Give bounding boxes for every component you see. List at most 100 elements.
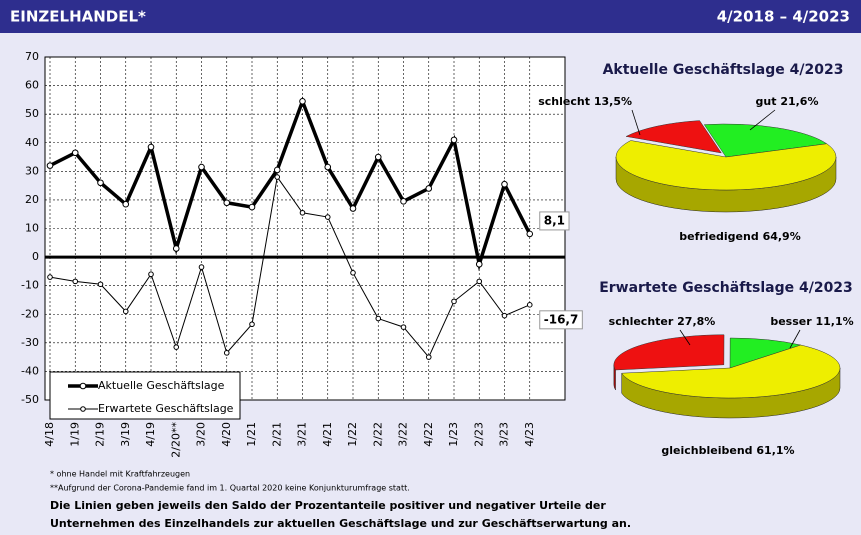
x-tick-label: 2/22 — [371, 422, 384, 447]
footnote: * ohne Handel mit Kraftfahrzeugen — [50, 470, 190, 479]
data-point — [501, 180, 508, 188]
legend-marker — [79, 382, 87, 390]
pie-slice — [729, 337, 802, 369]
data-point — [425, 185, 433, 192]
data-point — [425, 354, 432, 360]
y-tick-label: 70 — [25, 50, 39, 63]
data-point — [450, 136, 458, 144]
series-line — [49, 96, 532, 272]
data-point — [72, 278, 79, 285]
x-tick-label: 3/23 — [498, 422, 511, 447]
data-point — [173, 344, 180, 350]
pie-label: schlecht 13,5% — [538, 95, 632, 108]
pie-slice — [613, 334, 725, 371]
legend-label: Erwartete Geschäftslage — [98, 402, 234, 415]
data-point — [273, 166, 281, 174]
data-point — [249, 321, 255, 328]
y-tick-label: 0 — [32, 250, 39, 263]
pie-category: befriedigend — [679, 230, 758, 243]
x-tick-label: 3/20 — [195, 422, 208, 447]
y-tick-label: -20 — [21, 307, 39, 320]
data-point — [274, 174, 281, 180]
x-tick-label: 3/21 — [296, 422, 309, 447]
data-point — [223, 199, 231, 207]
pie-label: schlechter 27,8% — [609, 315, 716, 328]
pie-category: schlechter — [609, 315, 674, 328]
data-point — [400, 324, 407, 330]
data-point — [147, 143, 155, 151]
data-point — [97, 179, 104, 187]
data-point — [324, 214, 331, 220]
pie-value-label: 21,6% — [780, 95, 818, 108]
data-point — [349, 205, 357, 212]
caption: Die Linien geben jeweils den Saldo der P… — [50, 499, 606, 512]
pie-category: besser — [770, 315, 812, 328]
leader-line — [789, 329, 801, 349]
series-line — [49, 175, 530, 359]
charts: -50 -40 -30 -20 -10 0 10 20 30 40 50 60 70 4/18 1/19 2/… — [21, 50, 854, 458]
data-point — [97, 281, 104, 288]
footnote: **Aufgrund der Corona-Pandemie fand im 1… — [50, 484, 410, 493]
data-point — [526, 302, 533, 308]
value-label-box — [539, 310, 583, 330]
data-point — [198, 163, 205, 171]
data-point — [350, 270, 356, 276]
data-point — [148, 271, 154, 278]
x-tick-label: 4/18 — [43, 422, 56, 447]
leader-line — [679, 329, 691, 346]
pie-label: gleichbleibend 61,1% — [661, 444, 794, 457]
pie-category: gut — [756, 95, 777, 108]
y-tick-label: -40 — [21, 364, 39, 377]
pie-label: gut 21,6% — [756, 95, 819, 108]
value-label: -16,7 — [544, 312, 579, 326]
pie-label: befriedigend 64,9% — [679, 230, 800, 243]
data-point — [526, 230, 534, 238]
data-point — [475, 260, 483, 268]
pie-title: Erwartete Geschäftslage 4/2023 — [599, 280, 853, 296]
x-tick-label: 2/20** — [169, 422, 182, 458]
pie-value-label: 61,1% — [756, 444, 794, 457]
pie-value-label: 64,9% — [763, 230, 801, 243]
data-point — [324, 163, 332, 171]
legend-label: Aktuelle Geschäftslage — [98, 379, 225, 392]
y-tick-label: 10 — [25, 222, 39, 235]
leader-line — [631, 109, 641, 136]
x-tick-label: 3/19 — [119, 422, 132, 447]
data-point — [223, 350, 230, 356]
x-tick-label: 1/22 — [346, 422, 359, 447]
legend-marker — [80, 406, 86, 412]
data-point — [451, 298, 457, 305]
x-tick-label: 2/21 — [270, 422, 283, 447]
x-tick-label: 4/19 — [144, 422, 157, 447]
x-tick-label: 1/21 — [245, 422, 258, 447]
pie-title: Aktuelle Geschäftslage 4/2023 — [603, 62, 844, 78]
x-tick-label: 4/21 — [321, 422, 334, 447]
header-period: 4/2018 – 4/2023 — [717, 8, 850, 26]
data-point — [299, 209, 306, 216]
data-point — [476, 278, 483, 285]
y-tick-label: -10 — [21, 279, 39, 292]
x-tick-label: 1/23 — [447, 422, 460, 447]
header-title: EINZELHANDEL* — [10, 8, 146, 26]
data-point — [374, 153, 382, 161]
data-point — [299, 98, 306, 105]
value-label-box — [539, 211, 570, 231]
y-tick-label: 60 — [25, 79, 39, 92]
data-point — [375, 315, 382, 322]
x-tick-label: 4/22 — [422, 422, 435, 447]
pie-value-label: 13,5% — [594, 95, 632, 108]
y-tick-label: 40 — [25, 136, 39, 149]
x-tick-label: 4/23 — [523, 422, 536, 447]
data-point — [172, 245, 180, 252]
data-point — [501, 312, 508, 319]
data-point — [122, 200, 130, 208]
y-tick-label: -50 — [21, 393, 39, 406]
y-tick-label: 20 — [25, 193, 39, 206]
data-point — [122, 308, 129, 315]
x-tick-label: 1/19 — [68, 422, 81, 447]
value-label: 8,1 — [544, 213, 565, 227]
data-point — [47, 274, 53, 280]
caption: Unternehmen des Einzelhandels zur aktuel… — [50, 517, 631, 530]
pie-value-label: 27,8% — [677, 315, 715, 328]
